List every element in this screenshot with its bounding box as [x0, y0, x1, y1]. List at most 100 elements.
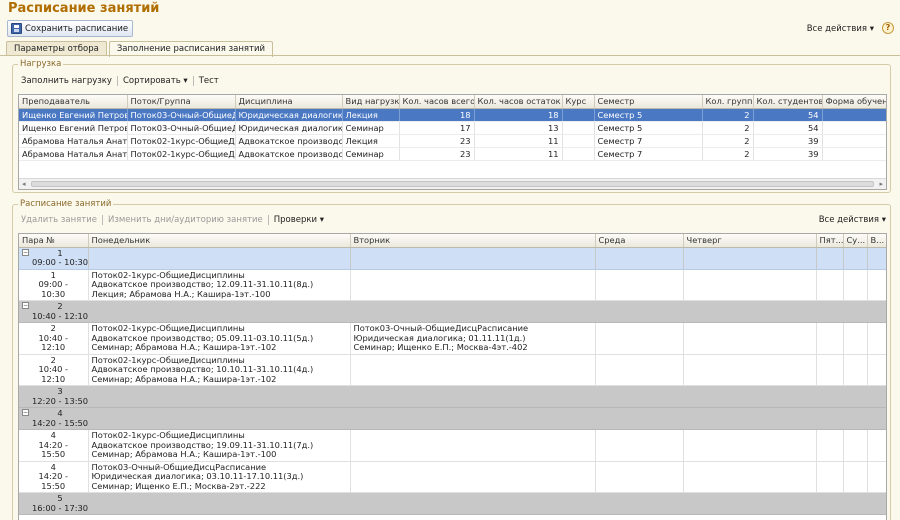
sunday-cell[interactable]	[867, 461, 886, 493]
column-header[interactable]: Кол. часов всего	[399, 95, 475, 109]
scroll-right-icon[interactable]: ▸	[879, 180, 883, 188]
collapse-icon[interactable]: −	[22, 302, 29, 309]
column-header[interactable]: Четверг	[683, 234, 817, 248]
table-cell: Лекция	[342, 134, 400, 148]
lesson-row[interactable]: 1 09:00 -10:30 Поток02-1курс-ОбщиеДисципли…	[19, 269, 886, 301]
group-row[interactable]: −2 10:40 - 12:10	[19, 300, 886, 323]
sort-menu-button[interactable]: Сортировать ▾	[122, 76, 188, 86]
thursday-cell[interactable]	[683, 354, 817, 386]
scrollbar-thumb[interactable]	[31, 181, 874, 187]
collapse-icon[interactable]: −	[22, 248, 29, 256]
monday-cell[interactable]: Поток03-Очный-ОбщиеДисцРасписание Юридиче…	[88, 461, 351, 493]
column-header[interactable]: Понедельник	[88, 234, 351, 248]
friday-cell[interactable]	[816, 429, 844, 462]
column-header[interactable]: Форма обучения	[822, 95, 886, 109]
fill-load-button[interactable]: Заполнить нагрузку	[21, 76, 112, 86]
column-header[interactable]: Пят...	[816, 234, 844, 248]
tab-filter-params[interactable]: Параметры отбора	[6, 41, 107, 56]
group-row[interactable]: 5 16:00 - 17:30	[19, 492, 886, 515]
tuesday-cell[interactable]	[350, 354, 596, 386]
thursday-cell[interactable]	[683, 269, 817, 301]
table-cell: Семинар	[342, 147, 400, 161]
saturday-cell[interactable]	[843, 354, 868, 386]
table-cell: 13	[474, 121, 563, 135]
column-header[interactable]: В...	[867, 234, 886, 248]
column-header[interactable]: Поток/Группа	[127, 95, 236, 109]
table-row[interactable]: Абрамова Наталья Анато...Поток02-1курс-О…	[19, 134, 886, 148]
column-header[interactable]: Семестр	[594, 95, 703, 109]
column-header[interactable]: Кол. студентов	[753, 95, 823, 109]
saturday-cell[interactable]	[843, 461, 868, 493]
lesson-row[interactable]: 4 14:20 -15:50 Поток02-1курс-ОбщиеДисципли…	[19, 429, 886, 462]
column-header[interactable]: Курс	[562, 95, 595, 109]
thursday-cell[interactable]	[683, 429, 817, 462]
sunday-cell[interactable]	[867, 269, 886, 301]
lesson-line: Адвокатское производство; 19.09.11-31.10…	[91, 439, 314, 450]
friday-cell[interactable]	[816, 461, 844, 493]
scroll-left-icon[interactable]: ◂	[22, 180, 26, 188]
lesson-row[interactable]: 4 14:20 -15:50 Поток03-Очный-ОбщиеДисцРасп…	[19, 461, 886, 493]
lesson-line: Поток03-Очный-ОбщиеДисцРасписание	[353, 323, 529, 333]
group-header-cell: −4 14:20 - 15:50	[19, 407, 89, 430]
saturday-cell[interactable]	[843, 429, 868, 462]
load-header-row: Преподаватель Поток/Группа Дисциплина Вид н…	[19, 95, 886, 109]
column-header[interactable]: Су...	[843, 234, 868, 248]
collapse-icon[interactable]: −	[22, 409, 29, 416]
column-header[interactable]: Среда	[595, 234, 684, 248]
table-row[interactable]: Абрамова Наталья Анато...Поток02-1курс-О…	[19, 147, 886, 161]
thursday-cell[interactable]	[683, 461, 817, 493]
lesson-row[interactable]: 2 10:40 -12:10 Поток02-1курс-ОбщиеДисципли…	[19, 354, 886, 386]
friday-cell[interactable]	[816, 354, 844, 386]
wednesday-cell[interactable]	[595, 322, 684, 355]
sunday-cell[interactable]	[867, 429, 886, 462]
wednesday-cell[interactable]	[595, 461, 684, 493]
group-row[interactable]: −1 09:00 - 10:30	[19, 247, 886, 270]
schedule-all-actions-menu[interactable]: Все действия ▾	[818, 215, 886, 225]
change-days-room-button[interactable]: Изменить дни/аудиторию занятие	[108, 215, 263, 225]
friday-cell[interactable]	[816, 322, 844, 355]
group-cell	[595, 247, 684, 270]
saturday-cell[interactable]	[843, 322, 868, 355]
help-icon[interactable]: ?	[882, 22, 894, 34]
wednesday-cell[interactable]	[595, 269, 684, 301]
group-row[interactable]: 3 12:20 - 13:50	[19, 385, 886, 408]
test-button[interactable]: Тест	[198, 76, 219, 86]
tuesday-cell[interactable]	[350, 461, 596, 493]
friday-cell[interactable]	[816, 269, 844, 301]
schedule-table: Пара № Понедельник Вторник Среда Четверг Пят.…	[18, 233, 887, 520]
column-header[interactable]: Преподаватель	[19, 95, 128, 109]
column-header[interactable]: Кол. групп	[702, 95, 754, 109]
thursday-cell[interactable]	[683, 322, 817, 355]
tuesday-cell[interactable]	[350, 269, 596, 301]
group-cell	[595, 492, 684, 515]
column-header[interactable]: Пара №	[19, 234, 89, 248]
pair-number: 3	[57, 386, 63, 396]
table-row[interactable]: Ищенко Евгений ПетровичПоток03-Очный-Общ…	[19, 108, 886, 122]
tuesday-cell[interactable]	[350, 429, 596, 462]
pair-block: 1 09:00 - 10:30	[32, 248, 87, 268]
checks-menu-button[interactable]: Проверки ▾	[273, 215, 325, 225]
lesson-row[interactable]: 2 10:40 -12:10 Поток02-1курс-ОбщиеДисципли…	[19, 322, 886, 355]
group-cell	[843, 492, 868, 515]
monday-cell[interactable]: Поток02-1курс-ОбщиеДисциплины Адвокатское…	[88, 429, 351, 462]
all-actions-menu[interactable]: Все действия ▾	[806, 24, 874, 34]
column-header[interactable]: Кол. часов остаток	[474, 95, 563, 109]
wednesday-cell[interactable]	[595, 354, 684, 386]
monday-cell[interactable]: Поток02-1курс-ОбщиеДисциплины Адвокатское…	[88, 354, 351, 386]
wednesday-cell[interactable]	[595, 429, 684, 462]
monday-cell[interactable]: Поток02-1курс-ОбщиеДисциплины Адвокатское…	[88, 269, 351, 301]
sunday-cell[interactable]	[867, 322, 886, 355]
column-header[interactable]: Дисциплина	[235, 95, 343, 109]
delete-lesson-button[interactable]: Удалить занятие	[21, 215, 97, 225]
column-header[interactable]: Вид нагрузки	[342, 95, 400, 109]
saturday-cell[interactable]	[843, 269, 868, 301]
table-row[interactable]: Ищенко Евгений ПетровичПоток03-Очный-Общ…	[19, 121, 886, 135]
monday-cell[interactable]: Поток02-1курс-ОбщиеДисциплины Адвокатское…	[88, 322, 351, 355]
column-header[interactable]: Вторник	[350, 234, 596, 248]
save-schedule-button[interactable]: Сохранить расписание	[7, 20, 134, 37]
sunday-cell[interactable]	[867, 354, 886, 386]
horizontal-scrollbar[interactable]: ◂ ▸	[19, 178, 886, 189]
group-row[interactable]: −4 14:20 - 15:50	[19, 407, 886, 430]
tab-schedule-fill[interactable]: Заполнение расписания занятий	[108, 41, 273, 57]
tuesday-cell[interactable]: Поток03-Очный-ОбщиеДисцРасписание Юридиче…	[350, 322, 596, 355]
